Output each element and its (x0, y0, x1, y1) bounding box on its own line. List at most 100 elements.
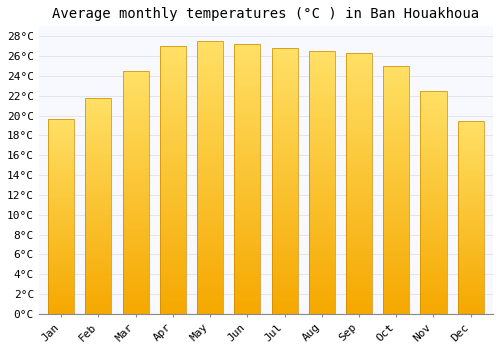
Bar (86, 202, 112, 204)
Bar (160, 118, 186, 121)
Bar (383, 153, 409, 155)
Bar (272, 258, 297, 261)
Bar (346, 87, 372, 90)
Bar (122, 300, 148, 302)
Bar (346, 103, 372, 105)
Bar (160, 218, 186, 220)
Bar (308, 56, 335, 59)
Bar (160, 312, 186, 314)
Bar (197, 289, 223, 292)
Bar (197, 112, 223, 115)
Bar (308, 277, 335, 280)
Bar (48, 220, 74, 222)
Bar (346, 197, 372, 199)
Bar (122, 74, 148, 76)
Bar (346, 189, 372, 191)
Bar (383, 183, 409, 185)
Bar (160, 103, 186, 105)
Bar (122, 117, 148, 120)
Bar (48, 234, 74, 236)
Bar (160, 210, 186, 212)
Bar (272, 160, 297, 162)
Bar (383, 98, 409, 101)
Bar (86, 199, 112, 202)
Bar (86, 249, 112, 251)
Bar (234, 147, 260, 149)
Bar (48, 283, 74, 285)
Bar (420, 254, 446, 256)
Bar (458, 198, 483, 200)
Bar (122, 190, 148, 192)
Bar (122, 268, 148, 270)
Bar (197, 167, 223, 169)
Bar (383, 111, 409, 113)
Bar (234, 136, 260, 139)
Bar (458, 229, 483, 231)
Bar (86, 262, 112, 264)
Bar (86, 115, 112, 117)
Bar (272, 131, 297, 133)
Bar (346, 173, 372, 176)
Bar (234, 211, 260, 214)
Bar (420, 270, 446, 272)
Bar (308, 290, 335, 293)
Bar (420, 155, 446, 158)
Bar (458, 126, 483, 128)
Bar (160, 94, 186, 97)
Bar (346, 145, 372, 147)
Bar (234, 55, 260, 58)
Bar (458, 161, 483, 163)
Bar (420, 223, 446, 225)
Bar (308, 270, 335, 272)
Bar (48, 144, 74, 146)
Bar (48, 275, 74, 277)
Bar (272, 213, 297, 216)
Bar (346, 231, 372, 233)
Bar (346, 176, 372, 178)
Bar (383, 135, 409, 138)
Bar (48, 281, 74, 283)
Bar (346, 131, 372, 134)
Bar (160, 89, 186, 92)
Bar (86, 225, 112, 228)
Bar (197, 248, 223, 251)
Bar (420, 120, 446, 122)
Bar (272, 176, 297, 178)
Bar (308, 62, 335, 64)
Bar (234, 190, 260, 192)
Bar (86, 98, 112, 314)
Bar (122, 105, 148, 107)
Bar (122, 110, 148, 112)
Bar (420, 234, 446, 236)
Bar (160, 156, 186, 159)
Bar (86, 126, 112, 128)
Bar (420, 142, 446, 144)
Bar (48, 199, 74, 201)
Bar (234, 168, 260, 171)
Bar (458, 186, 483, 188)
Bar (383, 309, 409, 312)
Bar (197, 57, 223, 60)
Bar (272, 109, 297, 112)
Bar (197, 41, 223, 44)
Bar (383, 292, 409, 294)
Bar (458, 194, 483, 196)
Bar (346, 97, 372, 100)
Bar (234, 306, 260, 309)
Bar (48, 261, 74, 263)
Bar (458, 275, 483, 277)
Bar (272, 194, 297, 197)
Bar (272, 154, 297, 157)
Bar (197, 246, 223, 248)
Bar (420, 104, 446, 106)
Bar (48, 193, 74, 195)
Bar (420, 307, 446, 309)
Bar (458, 258, 483, 260)
Bar (346, 149, 372, 152)
Bar (308, 285, 335, 288)
Bar (420, 245, 446, 247)
Bar (160, 60, 186, 62)
Bar (48, 271, 74, 273)
Bar (122, 246, 148, 248)
Bar (48, 167, 74, 169)
